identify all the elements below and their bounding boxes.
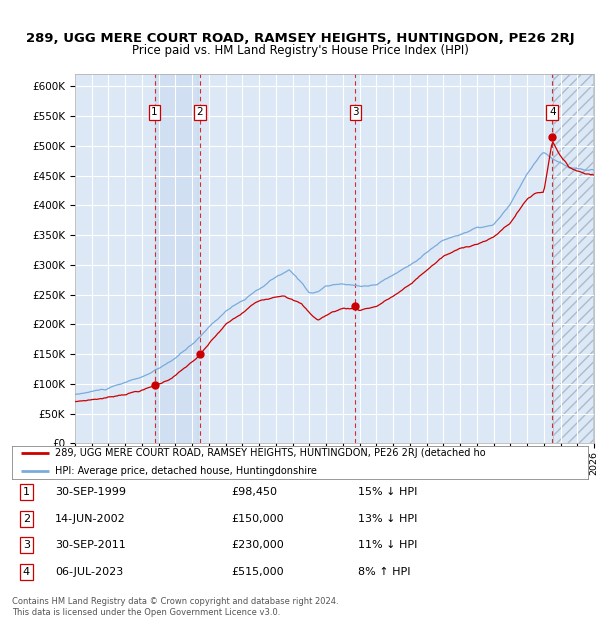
Text: £515,000: £515,000 [231, 567, 284, 577]
Text: 2: 2 [23, 513, 30, 524]
Text: 1: 1 [151, 107, 158, 117]
Text: 14-JUN-2002: 14-JUN-2002 [55, 513, 126, 524]
Text: 3: 3 [352, 107, 359, 117]
Text: Price paid vs. HM Land Registry's House Price Index (HPI): Price paid vs. HM Land Registry's House … [131, 45, 469, 57]
Text: £230,000: £230,000 [231, 540, 284, 551]
Text: £98,450: £98,450 [231, 487, 277, 497]
Text: 4: 4 [549, 107, 556, 117]
Text: 30-SEP-2011: 30-SEP-2011 [55, 540, 126, 551]
Text: 289, UGG MERE COURT ROAD, RAMSEY HEIGHTS, HUNTINGDON, PE26 2RJ (detached ho: 289, UGG MERE COURT ROAD, RAMSEY HEIGHTS… [55, 448, 486, 459]
Text: 2: 2 [196, 107, 203, 117]
Text: £150,000: £150,000 [231, 513, 284, 524]
Text: 3: 3 [23, 540, 30, 551]
Text: 1: 1 [23, 487, 30, 497]
Text: HPI: Average price, detached house, Huntingdonshire: HPI: Average price, detached house, Hunt… [55, 466, 317, 476]
Text: 30-SEP-1999: 30-SEP-1999 [55, 487, 126, 497]
Text: 15% ↓ HPI: 15% ↓ HPI [358, 487, 417, 497]
Text: 289, UGG MERE COURT ROAD, RAMSEY HEIGHTS, HUNTINGDON, PE26 2RJ: 289, UGG MERE COURT ROAD, RAMSEY HEIGHTS… [26, 32, 574, 45]
Text: 11% ↓ HPI: 11% ↓ HPI [358, 540, 417, 551]
Text: 4: 4 [23, 567, 30, 577]
Text: Contains HM Land Registry data © Crown copyright and database right 2024.
This d: Contains HM Land Registry data © Crown c… [12, 598, 338, 617]
Text: 06-JUL-2023: 06-JUL-2023 [55, 567, 124, 577]
Text: 13% ↓ HPI: 13% ↓ HPI [358, 513, 417, 524]
Text: 8% ↑ HPI: 8% ↑ HPI [358, 567, 410, 577]
